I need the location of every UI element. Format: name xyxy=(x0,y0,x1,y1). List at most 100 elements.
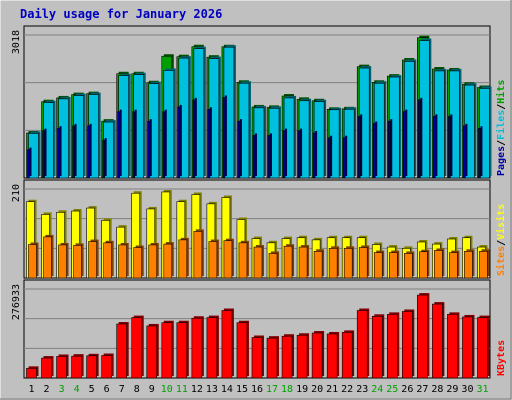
bar-pages-2 xyxy=(42,130,45,179)
x-tick-label-31: 31 xyxy=(476,384,488,395)
bar-kbytes-12 xyxy=(191,317,203,379)
bar-kbytes-17 xyxy=(266,337,278,379)
bar-pages-26 xyxy=(403,111,406,179)
bar-pages-29 xyxy=(448,116,451,179)
bar-pages-1-shadow xyxy=(29,147,32,176)
bar-pages-14 xyxy=(222,97,226,179)
x-tick-label-12: 12 xyxy=(191,384,203,395)
bar-pages-10-shadow xyxy=(164,109,167,176)
bar-pages-23 xyxy=(357,116,361,179)
bar-pages-9 xyxy=(147,120,151,179)
bar-pages-26-shadow xyxy=(405,109,408,176)
x-tick-label-8: 8 xyxy=(134,384,140,395)
visits-sites-legend: Sites/Visits xyxy=(495,204,507,276)
bar-pages-30 xyxy=(463,125,466,179)
bar-sites-16 xyxy=(253,246,263,279)
bar-sites-30 xyxy=(464,251,473,279)
bar-kbytes-10 xyxy=(161,322,173,379)
bar-pages-9-shadow xyxy=(149,119,152,176)
x-tick-label-6: 6 xyxy=(104,384,110,395)
bar-kbytes-5 xyxy=(86,355,97,379)
x-tick-label-30: 30 xyxy=(461,384,473,395)
bar-pages-21 xyxy=(327,137,331,179)
bar-sites-22 xyxy=(343,248,353,279)
bar-kbytes-11 xyxy=(176,322,188,379)
x-tick-label-16: 16 xyxy=(251,384,263,395)
bar-pages-8 xyxy=(132,111,136,179)
visits-sites-legend-separator: / xyxy=(496,240,507,246)
bar-kbytes-2 xyxy=(41,357,52,379)
x-tick-label-5: 5 xyxy=(89,384,95,395)
bar-kbytes-13 xyxy=(206,317,218,379)
hits-files-pages-ymax-label: 3018 xyxy=(11,30,22,54)
bar-pages-15-shadow xyxy=(239,119,242,176)
bar-pages-24 xyxy=(372,123,376,179)
bar-pages-1 xyxy=(27,149,30,179)
bar-pages-25 xyxy=(387,120,391,179)
bar-sites-18 xyxy=(283,245,293,279)
x-tick-label-9: 9 xyxy=(149,384,155,395)
bar-kbytes-4 xyxy=(71,355,82,379)
bar-sites-27 xyxy=(419,251,428,279)
bar-pages-5 xyxy=(87,125,90,179)
bar-pages-2-shadow xyxy=(44,128,47,176)
hits-files-pages-legend-separator: / xyxy=(496,104,507,110)
x-tick-label-15: 15 xyxy=(236,384,248,395)
bar-sites-28 xyxy=(434,250,443,279)
bar-sites-13 xyxy=(208,241,218,279)
bar-sites-21 xyxy=(328,248,338,279)
bar-pages-31-shadow xyxy=(480,126,483,176)
x-tick-label-1: 1 xyxy=(29,384,35,395)
bar-sites-5 xyxy=(88,241,97,279)
x-tick-label-24: 24 xyxy=(371,384,383,395)
bar-kbytes-23 xyxy=(356,310,368,379)
bar-pages-20-shadow xyxy=(315,130,318,176)
bar-pages-31 xyxy=(478,127,481,179)
bar-sites-6 xyxy=(103,242,112,279)
bar-sites-23 xyxy=(358,247,368,279)
bar-kbytes-7 xyxy=(116,323,127,379)
bar-pages-23-shadow xyxy=(360,114,363,176)
chart-title: Daily usage for January 2026 xyxy=(20,7,222,21)
bar-pages-27-shadow xyxy=(420,97,423,176)
bar-sites-4 xyxy=(73,245,82,279)
bar-pages-27 xyxy=(418,99,421,179)
bar-pages-6-shadow xyxy=(104,138,107,176)
x-tick-label-7: 7 xyxy=(119,384,125,395)
bar-kbytes-8 xyxy=(131,317,143,379)
bar-kbytes-3 xyxy=(56,356,67,379)
bar-pages-19 xyxy=(297,130,301,179)
bar-sites-12 xyxy=(193,231,203,279)
bar-kbytes-1 xyxy=(26,368,37,379)
legend-visits: Visits xyxy=(495,204,507,240)
x-tick-label-27: 27 xyxy=(416,384,428,395)
bar-pages-30-shadow xyxy=(465,123,468,176)
bar-sites-31 xyxy=(479,251,488,279)
bar-sites-25 xyxy=(388,252,398,279)
bar-pages-21-shadow xyxy=(330,135,333,176)
bar-pages-6 xyxy=(102,139,105,179)
hits-files-pages-legend-separator: / xyxy=(496,140,507,146)
x-tick-label-23: 23 xyxy=(356,384,368,395)
bar-pages-22-shadow xyxy=(345,135,348,176)
legend-hits: Hits xyxy=(495,80,507,104)
kbytes-ymax-label: 276933 xyxy=(11,284,22,320)
bar-sites-8 xyxy=(133,247,143,279)
bar-kbytes-18 xyxy=(281,335,293,379)
bar-pages-28-shadow xyxy=(435,114,438,176)
chart-plots: 3018Pages/Files/Hits210Sites/Visits27693… xyxy=(11,25,507,395)
bar-kbytes-6 xyxy=(101,355,112,379)
legend-sites: Sites xyxy=(495,246,507,276)
bar-kbytes-22 xyxy=(341,332,353,379)
bar-kbytes-20 xyxy=(311,332,323,379)
bar-pages-24-shadow xyxy=(375,121,378,176)
bar-pages-17-shadow xyxy=(270,133,273,176)
bar-pages-11 xyxy=(177,106,181,179)
bar-kbytes-19 xyxy=(296,334,308,379)
bar-sites-3 xyxy=(58,244,67,279)
bar-pages-18-shadow xyxy=(285,128,288,176)
bar-pages-8-shadow xyxy=(134,109,137,176)
bar-pages-3 xyxy=(57,127,60,179)
bar-sites-24 xyxy=(373,252,383,279)
bar-sites-10 xyxy=(163,243,173,279)
